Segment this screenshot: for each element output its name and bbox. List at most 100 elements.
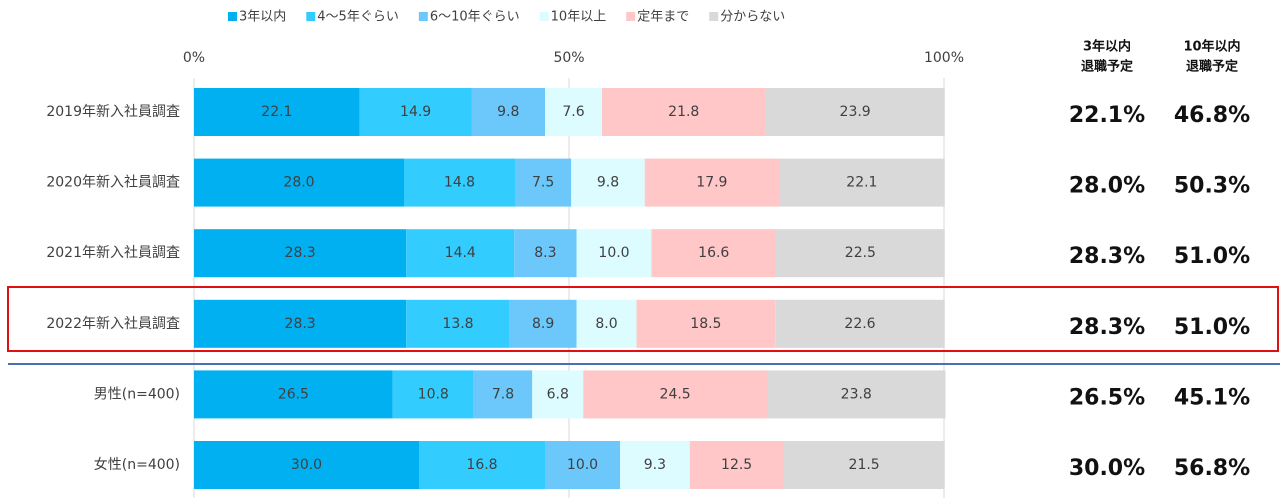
data-label: 8.0 [595, 316, 617, 332]
data-label: 10.8 [418, 386, 449, 402]
summary-value: 28.0% [1069, 174, 1145, 199]
bar-segment [620, 441, 690, 489]
bar-segment [532, 370, 584, 419]
data-label: 10.0 [567, 457, 598, 473]
data-label: 24.5 [660, 386, 691, 402]
data-label: 17.9 [696, 175, 727, 191]
category-label: 2021年新入社員調査 [46, 245, 180, 261]
legend-label: 定年まで [637, 10, 689, 25]
plot: 0% 50% 100% 2019年新入社員調査 22.1 14.9 9.8 7.6 21.8 23… [46, 9, 1250, 498]
column-header: 10年以内 [1183, 39, 1240, 55]
legend-label: 4〜5年ぐらい [317, 10, 399, 25]
summary-value: 50.3% [1174, 174, 1250, 199]
data-label: 10.0 [598, 245, 629, 261]
highlight-box [7, 286, 1279, 352]
data-label: 16.6 [698, 245, 729, 261]
data-label: 14.8 [444, 175, 475, 191]
bar-segment [359, 88, 472, 136]
category-label: 男性(n=400) [94, 386, 180, 402]
data-label: 8.9 [532, 316, 554, 332]
bar-segment [514, 229, 577, 278]
bar-segment [406, 229, 515, 278]
bar-segment [515, 158, 572, 207]
data-label: 30.0 [291, 457, 322, 473]
data-label: 26.5 [278, 386, 309, 402]
bar-segment [509, 299, 577, 348]
data-label: 7.6 [562, 104, 584, 120]
bar-segment [419, 441, 545, 489]
bar-segment [404, 158, 515, 207]
bar-segment [583, 370, 767, 419]
bar-segment [602, 88, 766, 136]
summary-value: 51.0% [1174, 244, 1250, 269]
data-label: 18.5 [690, 316, 721, 332]
legend-label: 10年以上 [551, 10, 607, 25]
summary-value: 45.1% [1174, 385, 1250, 410]
legend-swatch [228, 12, 237, 21]
bar-segment [473, 370, 533, 419]
data-label: 22.5 [845, 245, 876, 261]
bar-segment [571, 158, 645, 207]
category-label: 2019年新入社員調査 [46, 104, 180, 120]
bar-segment [545, 88, 602, 136]
data-label: 14.9 [400, 104, 431, 120]
data-label: 22.1 [846, 175, 877, 191]
data-label: 22.1 [261, 104, 292, 120]
bar-segment [194, 370, 393, 419]
data-label: 14.4 [445, 245, 476, 261]
summary-value: 28.3% [1069, 244, 1145, 269]
bar-segment [765, 88, 945, 136]
bar-segment [636, 299, 776, 348]
data-label: 21.8 [668, 104, 699, 120]
column-header: 退職予定 [1186, 59, 1238, 75]
bar-segment [194, 88, 360, 136]
bar-segment [644, 158, 779, 207]
bar-segment [576, 299, 637, 348]
x-tick-label: 100% [924, 50, 964, 66]
bar-segment [767, 370, 946, 419]
bar-segment [689, 441, 784, 489]
data-label: 8.3 [534, 245, 556, 261]
data-label: 12.5 [721, 457, 752, 473]
legend-swatch [418, 12, 428, 21]
data-label: 7.8 [492, 386, 514, 402]
bar-segment [471, 88, 545, 136]
bar-segment [576, 229, 652, 278]
data-label: 7.5 [532, 175, 554, 191]
legend-label: 6〜10年ぐらい [430, 10, 520, 25]
data-label: 28.3 [285, 245, 316, 261]
x-tick-label: 0% [183, 50, 205, 66]
bar-segment [651, 229, 776, 278]
summary-value: 56.8% [1174, 456, 1250, 481]
bar-segment [775, 299, 945, 348]
data-label: 28.0 [283, 175, 314, 191]
bar-segment [779, 158, 945, 207]
summary-value: 26.5% [1069, 385, 1145, 410]
data-label: 23.8 [841, 386, 872, 402]
data-label: 9.8 [597, 175, 619, 191]
bar-segment [194, 441, 419, 489]
summary-value: 51.0% [1174, 315, 1250, 340]
legend-label: 3年以内 [239, 9, 286, 25]
data-label: 13.8 [442, 316, 473, 332]
category-label: 2020年新入社員調査 [46, 175, 180, 191]
bar-segment [776, 229, 945, 278]
data-label: 23.9 [840, 104, 871, 120]
data-label: 21.5 [849, 457, 880, 473]
column-header: 3年以内 [1083, 39, 1131, 55]
legend-swatch [709, 12, 719, 21]
data-label: 9.3 [644, 457, 666, 473]
bar-segment [406, 299, 510, 348]
bar-segment [392, 370, 474, 419]
category-label: 2022年新入社員調査 [46, 316, 180, 332]
legend-swatch [306, 12, 316, 21]
column-header: 退職予定 [1081, 59, 1133, 75]
data-label: 9.8 [497, 104, 519, 120]
bar-segment [783, 441, 945, 489]
legend-label: 分からない [720, 10, 785, 25]
bar-segment [194, 158, 404, 207]
summary-value: 46.8% [1174, 103, 1250, 128]
legend-swatch [539, 12, 549, 21]
x-tick-label: 50% [553, 50, 584, 66]
